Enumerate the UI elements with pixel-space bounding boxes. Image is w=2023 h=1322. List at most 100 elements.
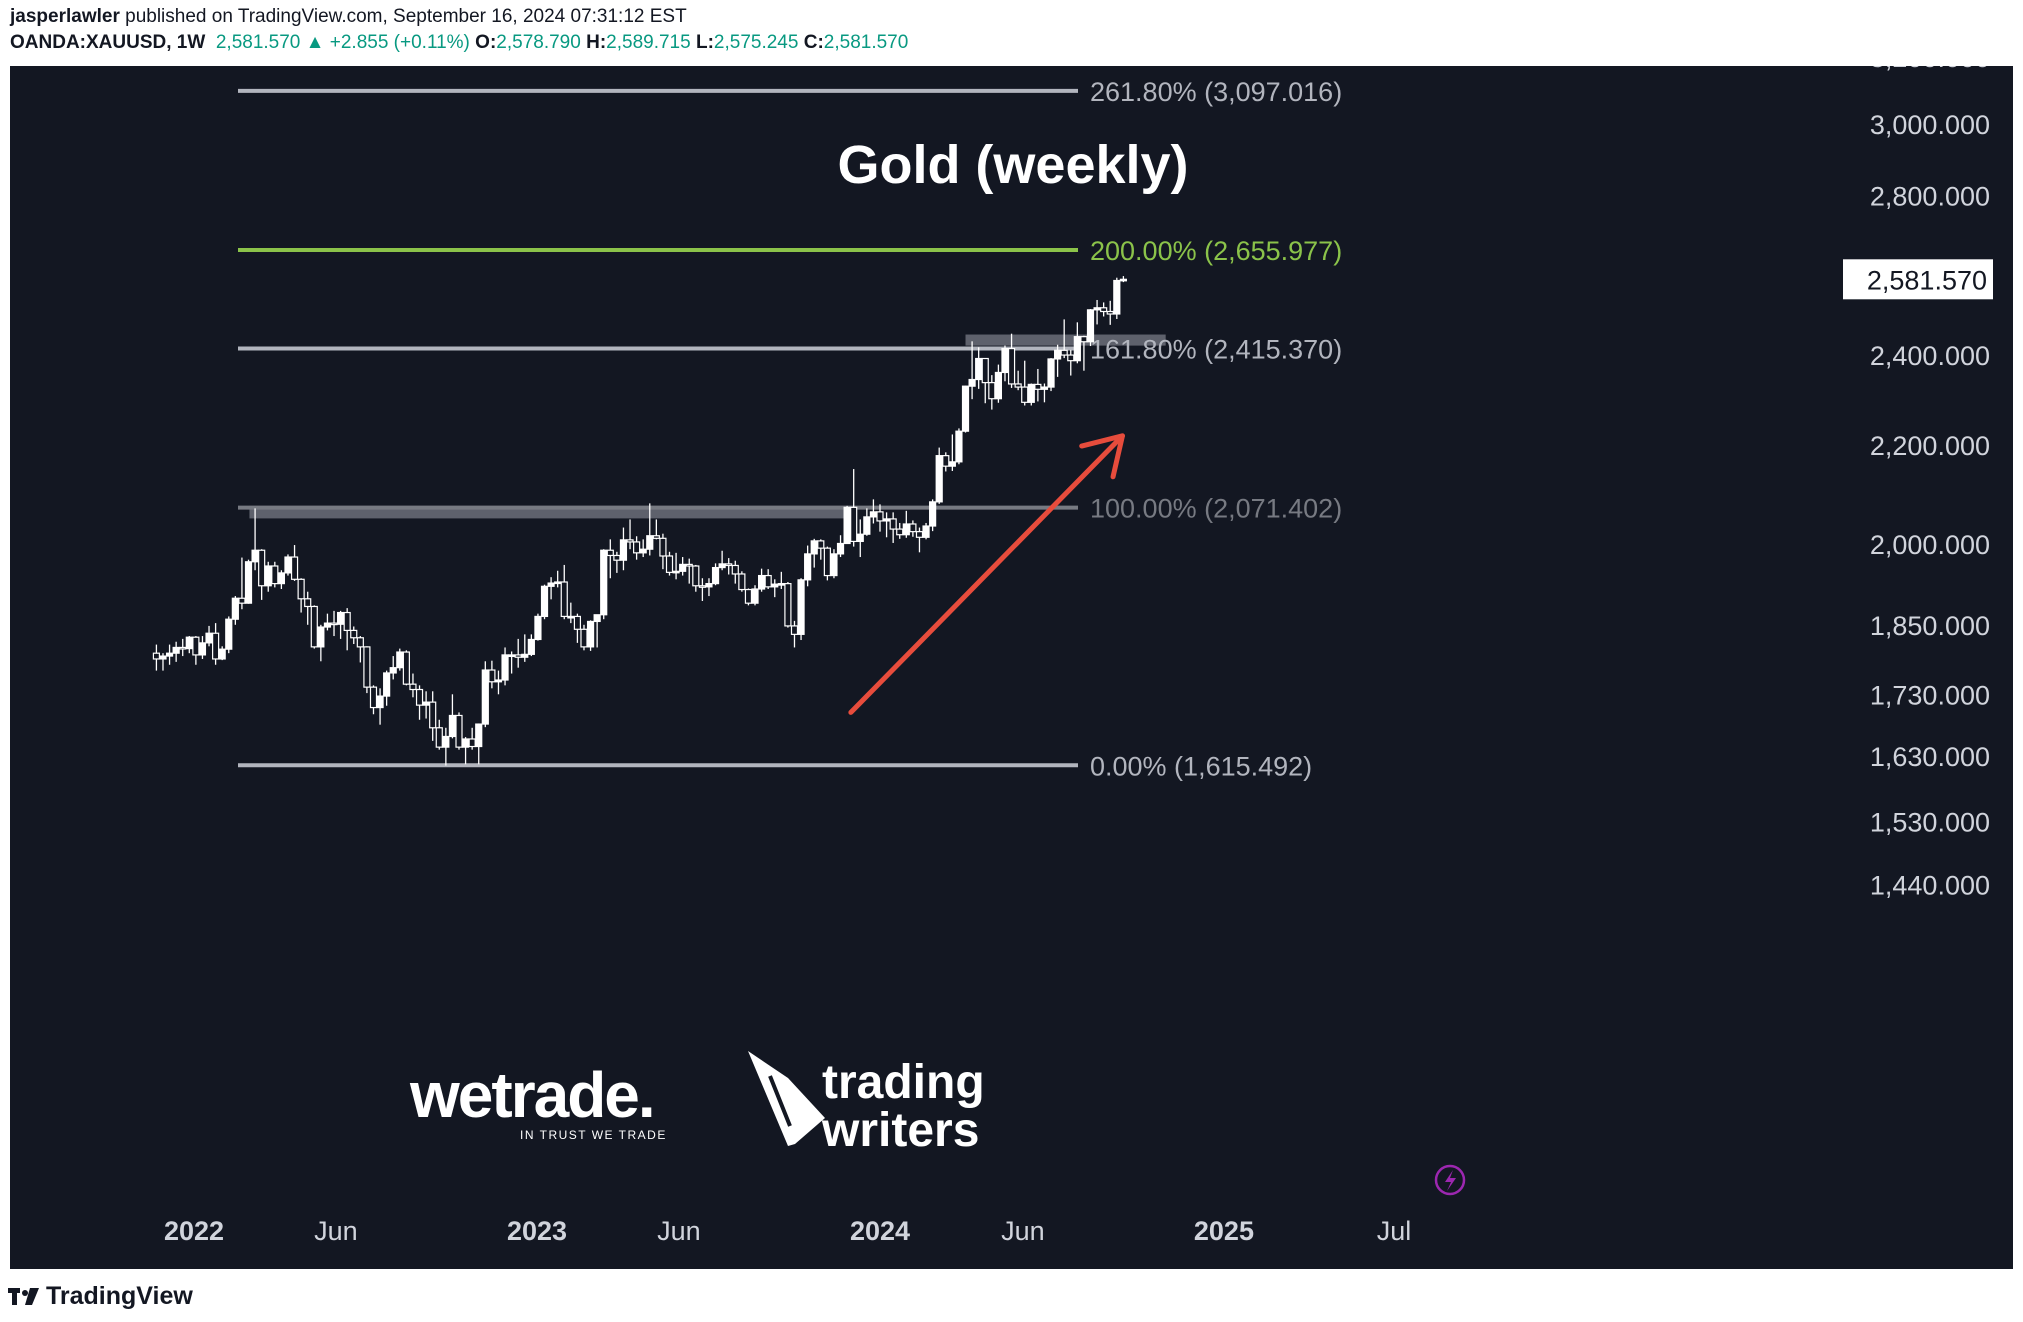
candle-body <box>1060 349 1068 356</box>
candle <box>165 644 174 665</box>
supply-zone-1[interactable] <box>965 334 1166 346</box>
candle <box>606 539 614 579</box>
candle-body <box>1034 383 1042 390</box>
candle <box>422 691 430 719</box>
x-tick-label: Jun <box>657 1216 701 1246</box>
candle <box>915 527 924 553</box>
candle-body <box>468 738 476 748</box>
candle <box>1100 302 1108 317</box>
candle-body <box>251 549 259 563</box>
candle-body <box>284 556 292 574</box>
candle-body <box>1001 347 1009 374</box>
lightning-icon[interactable] <box>1434 1164 1466 1196</box>
candle-body <box>942 455 950 467</box>
fib-label-2: 161.80% (2,415.370) <box>1090 334 1342 364</box>
candle-body <box>672 570 680 574</box>
candle <box>731 560 739 584</box>
tradingview-brand: TradingView <box>46 1282 193 1310</box>
candle <box>402 650 410 686</box>
candle <box>981 357 989 404</box>
candle-body <box>277 572 285 585</box>
candle <box>389 656 397 680</box>
candle <box>501 647 509 686</box>
candle-body <box>297 578 305 600</box>
candle-body <box>409 683 417 691</box>
candle-body <box>633 541 641 554</box>
candle-body <box>1086 309 1095 343</box>
candle-body <box>264 565 272 587</box>
candle <box>343 608 351 651</box>
price-chart[interactable]: 261.80% (3,097.016) 200.00% (2,655.977) 16… <box>10 66 2013 1269</box>
candle <box>771 579 779 598</box>
trading-writers-logo: trading writers <box>748 1051 985 1157</box>
candle-body <box>961 385 970 432</box>
candle <box>863 508 871 536</box>
fib-label-4: 0.00% (1,615.492) <box>1090 751 1312 781</box>
candle <box>310 605 318 649</box>
candle-body <box>356 637 364 648</box>
candle <box>639 539 647 558</box>
chart-panel[interactable]: 261.80% (3,097.016) 200.00% (2,655.977) 16… <box>10 66 2013 1269</box>
candle <box>264 561 272 592</box>
candle <box>409 673 417 698</box>
candle <box>330 610 338 637</box>
candle <box>527 634 535 657</box>
tradingview-logo-icon <box>8 1287 39 1305</box>
candle-body <box>771 583 779 588</box>
candle <box>646 503 654 556</box>
candle <box>929 499 937 532</box>
candle <box>429 691 437 741</box>
candle <box>652 519 660 540</box>
candle-body <box>889 518 897 530</box>
candle-body <box>159 655 167 660</box>
y-tick-label: 2,800.000 <box>1870 181 1990 211</box>
candle <box>922 522 930 540</box>
ohlc-legend: OANDA:XAUUSD, 1W 2,581.570 ▲ +2.855 (+0.… <box>10 32 908 54</box>
trading-wordmark: trading <box>822 1056 985 1109</box>
candle-body <box>1054 349 1062 360</box>
candle <box>836 535 845 558</box>
candle-body <box>317 626 325 648</box>
candle <box>277 570 285 590</box>
candle <box>744 588 753 606</box>
candle <box>521 634 529 662</box>
candle-body <box>323 622 332 628</box>
x-tick-label: Jun <box>314 1216 358 1246</box>
publish-info: jasperlawler published on TradingView.co… <box>10 6 687 28</box>
candle-body <box>330 622 338 626</box>
author-name[interactable]: jasperlawler <box>10 6 120 27</box>
candle-body <box>1040 386 1049 390</box>
last-price-badge <box>1843 259 1993 300</box>
candle-body <box>225 618 233 650</box>
candle <box>843 505 851 545</box>
candle <box>994 364 1003 403</box>
candle-body <box>304 598 312 608</box>
trend-arrow[interactable] <box>848 433 1125 715</box>
chart-title: Gold (weekly) <box>837 135 1188 195</box>
candle <box>205 625 213 647</box>
candle <box>540 584 549 620</box>
candle-body <box>422 701 430 706</box>
candle-body <box>461 738 470 748</box>
candle-body <box>363 646 371 688</box>
candle <box>869 499 878 524</box>
candle-body <box>396 651 404 669</box>
candle <box>455 712 463 750</box>
candle <box>961 385 970 433</box>
candle-body <box>514 654 522 658</box>
candle <box>336 610 345 639</box>
candle-body <box>488 669 496 683</box>
candle-body <box>580 628 588 648</box>
y-tick-label: 1,440.000 <box>1870 870 1990 900</box>
candle-body <box>1021 386 1029 403</box>
high-label: H: <box>586 32 607 53</box>
candle-body <box>343 611 351 632</box>
candle-body <box>442 735 450 748</box>
candle-body <box>652 535 660 539</box>
candle-body <box>336 611 345 625</box>
candle <box>514 638 522 668</box>
candle <box>1086 309 1095 347</box>
candle-body <box>389 667 397 674</box>
candle-body <box>836 542 845 555</box>
candle-body <box>369 686 378 709</box>
